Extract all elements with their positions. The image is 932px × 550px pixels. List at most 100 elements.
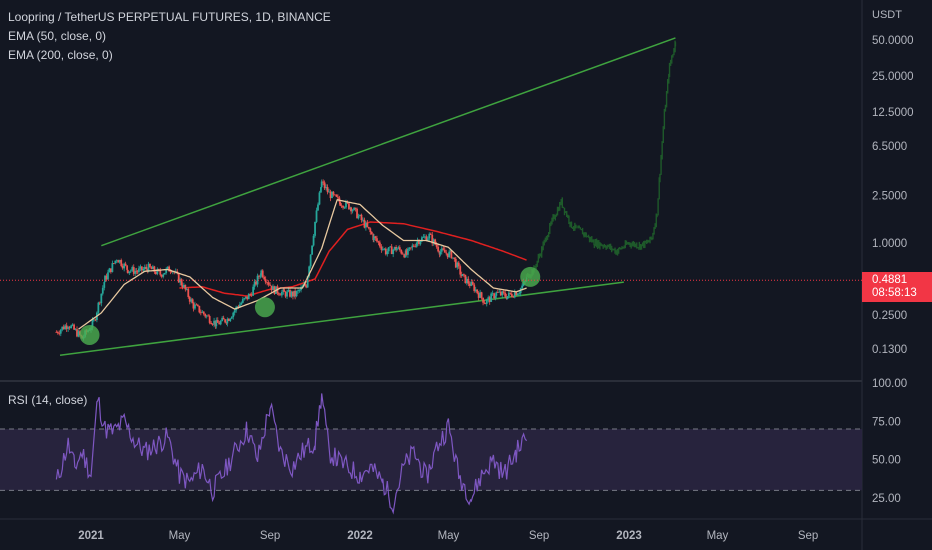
candle-body — [312, 235, 315, 246]
ema200-legend[interactable]: EMA (200, close, 0) — [8, 48, 113, 62]
candle-body — [504, 292, 507, 297]
candle-body — [170, 271, 173, 273]
candle-body — [491, 293, 494, 295]
candle-body — [98, 302, 101, 304]
candle-body — [308, 266, 311, 277]
rsi-tick-label: 25.00 — [872, 493, 901, 505]
candle-body — [295, 291, 298, 297]
candle-body — [405, 250, 408, 255]
candle-body — [114, 260, 117, 264]
ema50-legend[interactable]: EMA (50, close, 0) — [8, 29, 107, 43]
candle-body — [207, 315, 210, 317]
candle-body — [359, 214, 361, 216]
candle-body — [132, 267, 135, 274]
candle-body — [386, 251, 389, 255]
ema50-path — [78, 199, 527, 330]
candle-body — [328, 191, 330, 193]
candle-body — [244, 296, 247, 299]
candle-body — [179, 279, 182, 283]
candle-body — [100, 293, 103, 304]
candle-body — [162, 274, 165, 277]
time-tick-label: Sep — [798, 530, 818, 542]
candle-body — [229, 318, 232, 321]
candle-body — [415, 242, 418, 247]
candle-body — [128, 271, 131, 274]
candle-body — [160, 274, 163, 277]
candle-body — [256, 275, 259, 285]
candle-body — [470, 281, 473, 286]
candle-body — [453, 257, 456, 259]
chart-title[interactable]: Loopring / TetherUS PERPETUAL FUTURES, 1… — [8, 10, 331, 24]
candle-body — [129, 270, 132, 272]
candle-body — [501, 291, 504, 296]
candle-body — [510, 293, 513, 297]
candle-body — [357, 215, 360, 219]
candle-body — [345, 201, 347, 208]
candle-body — [224, 319, 227, 323]
time-tick-label: Sep — [529, 530, 549, 542]
candle-body — [77, 331, 80, 337]
candle-body — [255, 281, 257, 285]
candle-body — [350, 207, 353, 212]
time-tick-label: 2022 — [347, 530, 373, 542]
candle-body — [61, 326, 64, 330]
candle-body — [322, 181, 325, 183]
candle-body — [289, 290, 291, 297]
candle-body — [443, 249, 446, 253]
candle-body — [425, 236, 428, 242]
candle-body — [140, 266, 143, 271]
candle-body — [459, 266, 462, 275]
candle-body — [109, 268, 112, 273]
candle-body — [488, 297, 491, 302]
candle-body — [403, 254, 406, 258]
candle-body — [198, 305, 201, 313]
candle-body — [154, 271, 157, 274]
candle-body — [315, 210, 318, 222]
candle-body — [477, 292, 480, 298]
candle-body — [71, 324, 74, 326]
candle-body — [331, 191, 333, 199]
candle-body — [467, 278, 470, 284]
time-tick-label: May — [438, 530, 460, 542]
rsi-path — [55, 393, 528, 515]
price-tick-label: 0.2500 — [872, 310, 907, 322]
candle-body — [107, 272, 109, 280]
rsi-tick-label: 100.00 — [872, 378, 907, 390]
candle-body — [461, 274, 464, 277]
candle-body — [485, 299, 488, 304]
candle-body — [65, 325, 68, 329]
candle-body — [184, 284, 187, 290]
candle-body — [340, 205, 343, 207]
candle-body — [260, 270, 263, 276]
candle-body — [222, 317, 225, 320]
rsi-legend[interactable]: RSI (14, close) — [8, 393, 88, 407]
projection-bars — [525, 40, 677, 279]
candle-body — [482, 297, 484, 303]
candle-body — [145, 266, 148, 269]
candle-body — [374, 236, 377, 239]
candle-body — [419, 241, 422, 245]
candle-body — [471, 281, 474, 285]
candle-body — [366, 222, 369, 227]
candle-body — [428, 233, 431, 239]
candle-body — [465, 278, 468, 284]
candle-body — [294, 290, 297, 297]
candle-body — [185, 289, 188, 290]
candle-body — [58, 333, 61, 334]
candle-body — [395, 248, 398, 251]
axes: 50.0000 25.0000 12.5000 6.5000 2.5000 1.0000 0… — [0, 35, 914, 542]
candle-body — [70, 325, 73, 329]
ema200-line — [179, 221, 527, 297]
candle-body — [451, 257, 454, 259]
candle-body — [103, 282, 106, 288]
candle-body — [473, 284, 476, 292]
candle-body — [474, 289, 477, 292]
candle-body — [218, 322, 221, 325]
candle-body — [94, 319, 97, 321]
candle-body — [93, 319, 95, 321]
candle-body — [518, 293, 521, 295]
candle-body — [409, 247, 412, 249]
candle-body — [91, 319, 94, 328]
candle-body — [68, 327, 71, 329]
